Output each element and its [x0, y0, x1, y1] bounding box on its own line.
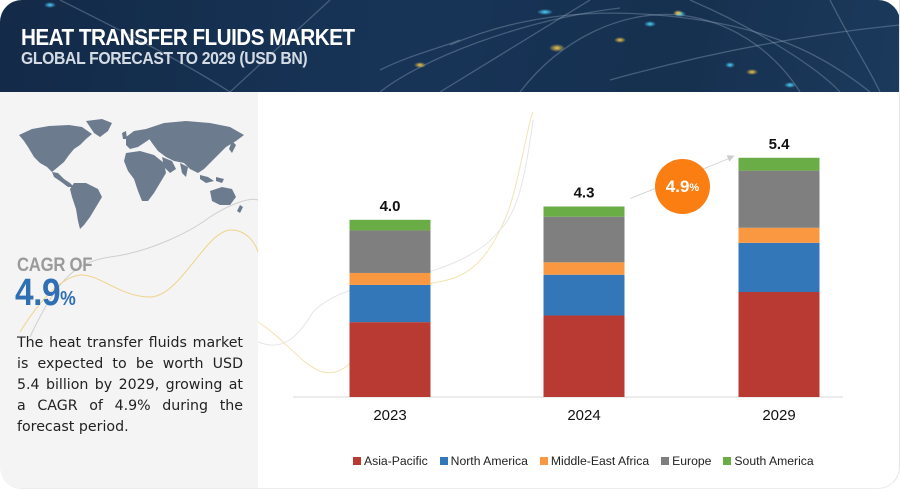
- cagr-value: 4.9%: [15, 272, 76, 315]
- cagr-number: 4.9: [15, 272, 61, 314]
- x-tick-label-2029: 2029: [762, 407, 795, 424]
- bar-segment-europe-2023: [349, 230, 431, 273]
- legend-label-south-america: South America: [734, 454, 814, 468]
- decorative-curves: [19, 198, 258, 338]
- legend-swatch-south-america: [723, 457, 732, 465]
- page-title: HEAT TRANSFER FLUIDS MARKET: [21, 24, 355, 50]
- cagr-unit: %: [60, 288, 76, 310]
- legend-swatch-north-america: [439, 457, 448, 465]
- bars-group: 4.0 2023 4.3 2024 5.4 2029: [349, 136, 820, 424]
- legend-item-asia-pacific: Asia-Pacific: [353, 454, 428, 468]
- bar-segment-asia-pacific-2024: [543, 315, 625, 397]
- cagr-growth-badge: 4.9%: [655, 159, 710, 214]
- chart-legend: Asia-Pacific North America Middle-East Afr…: [353, 454, 826, 468]
- bar-segment-south-america-2029: [738, 157, 820, 171]
- summary-panel: CAGR OF 4.9% The heat transfer fluids ma…: [0, 92, 258, 488]
- market-description: The heat transfer fluids market is expec…: [17, 335, 243, 435]
- bar-segment-middle-east-africa-2029: [738, 227, 820, 243]
- legend-swatch-middle-east-africa: [539, 457, 548, 465]
- bar-segment-europe-2029: [738, 170, 820, 228]
- legend-item-middle-east-africa: Middle-East Africa: [539, 454, 650, 468]
- bar-segment-south-america-2024: [543, 206, 625, 217]
- bar-segment-asia-pacific-2023: [349, 322, 431, 397]
- growth-badge-value: 4.9: [665, 176, 690, 196]
- legend-label-north-america: North America: [450, 454, 528, 468]
- header-banner: HEAT TRANSFER FLUIDS MARKET GLOBAL FOREC…: [0, 0, 899, 92]
- legend-item-europe: Europe: [661, 454, 711, 468]
- legend-swatch-europe: [661, 457, 670, 465]
- bar-segment-north-america-2023: [349, 284, 431, 323]
- bar-segment-middle-east-africa-2023: [349, 272, 431, 285]
- bar-total-label-2024: 4.3: [574, 185, 595, 202]
- legend-item-south-america: South America: [723, 454, 814, 468]
- bar-segment-middle-east-africa-2024: [543, 262, 625, 275]
- legend-item-north-america: North America: [439, 454, 528, 468]
- legend-label-middle-east-africa: Middle-East Africa: [550, 454, 650, 468]
- bar-total-label-2029: 5.4: [769, 136, 791, 153]
- bar-segment-asia-pacific-2029: [738, 292, 820, 397]
- legend-label-asia-pacific: Asia-Pacific: [364, 454, 428, 468]
- legend-label-europe: Europe: [672, 454, 712, 468]
- bar-segment-north-america-2029: [738, 242, 820, 293]
- x-tick-label-2023: 2023: [373, 407, 406, 424]
- growth-badge-unit: %: [689, 182, 700, 194]
- legend-swatch-asia-pacific: [353, 457, 361, 465]
- x-tick-label-2024: 2024: [567, 407, 600, 424]
- fiber-optic-background: [44, 0, 899, 92]
- bar-total-label-2023: 4.0: [380, 198, 401, 215]
- page-subtitle: GLOBAL FORECAST TO 2029 (USD BN): [21, 48, 308, 68]
- world-map-icon: [19, 119, 244, 229]
- bar-segment-north-america-2024: [543, 274, 625, 316]
- cagr-label: CAGR OF: [17, 255, 93, 276]
- bar-segment-europe-2024: [543, 216, 625, 263]
- bar-segment-south-america-2023: [349, 219, 431, 231]
- cagr-arrowhead: [726, 155, 735, 162]
- stacked-bar-chart: 4.0 2023 4.3 2024 5.4 2029: [258, 111, 843, 424]
